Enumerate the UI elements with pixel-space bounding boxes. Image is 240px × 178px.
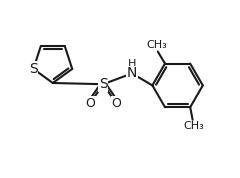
Text: S: S (99, 77, 108, 91)
Text: O: O (85, 97, 95, 110)
Text: CH₃: CH₃ (146, 40, 167, 50)
Text: O: O (111, 97, 121, 110)
Text: N: N (127, 66, 137, 80)
Text: S: S (29, 62, 38, 76)
Text: H: H (128, 59, 136, 69)
Text: CH₃: CH₃ (183, 121, 204, 131)
